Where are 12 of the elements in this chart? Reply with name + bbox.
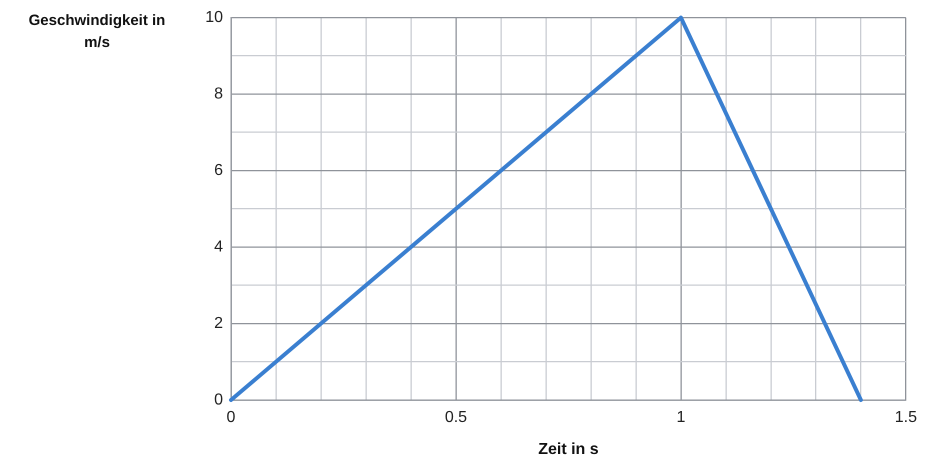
y-axis-title: Geschwindigkeit in m/s <box>28 11 166 53</box>
x-tick-label: 0.5 <box>444 409 468 426</box>
x-tick-label: 1 <box>676 409 686 426</box>
y-tick-label: 8 <box>214 85 224 102</box>
x-tick-label: 0 <box>226 409 236 426</box>
y-tick-label: 0 <box>214 391 224 408</box>
x-axis-title: Zeit in s <box>538 440 599 458</box>
x-tick-label: 1.5 <box>894 409 918 426</box>
y-tick-label: 6 <box>214 162 224 179</box>
y-tick-label: 4 <box>214 238 224 256</box>
y-tick-label: 10 <box>205 9 224 26</box>
y-tick-label: 2 <box>214 314 224 332</box>
